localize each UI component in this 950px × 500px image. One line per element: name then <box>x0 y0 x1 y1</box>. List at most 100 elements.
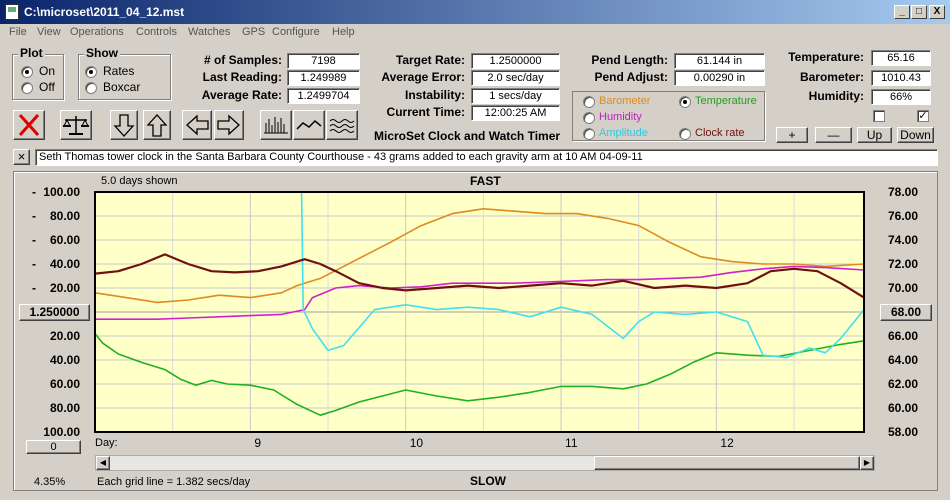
wave-graph-button[interactable] <box>326 110 358 140</box>
grid-info-label: Each grid line = 1.382 secs/day <box>97 476 251 488</box>
menu-configure[interactable]: Configure <box>272 26 320 38</box>
arrow-right-button[interactable] <box>214 110 244 140</box>
current-time-value: 12:00:25 AM <box>471 105 560 121</box>
humidity-radio[interactable] <box>583 112 595 124</box>
clear-button[interactable] <box>13 110 45 140</box>
x-tick-label: 11 <box>565 436 578 450</box>
menu-watches[interactable]: Watches <box>188 26 231 38</box>
right-tick-label: 58.00 <box>888 425 919 439</box>
samples-value: 7198 <box>287 53 360 69</box>
right-tick-label: 78.00 <box>888 185 919 199</box>
plot-group-title: Plot <box>18 46 45 60</box>
arrow-up-button[interactable] <box>143 110 171 140</box>
arrow-left-button[interactable] <box>182 110 212 140</box>
left-tick-label: 80.00 <box>49 401 80 415</box>
right-tick-label: 70.00 <box>888 281 919 295</box>
arrow-down-button[interactable] <box>110 110 138 140</box>
app-name: MicroSet Clock and Watch Timer <box>374 129 561 143</box>
right-tick-label: 62.00 <box>888 377 919 391</box>
center-rate-button[interactable]: 1.250000 <box>19 304 90 321</box>
title-bar[interactable]: C:\microset\2011_04_12.mst _ □ X <box>0 0 950 24</box>
minus-button[interactable]: — <box>815 127 852 143</box>
scroll-thumb[interactable] <box>594 456 860 470</box>
barometer-radio[interactable] <box>583 96 595 108</box>
humidity-series-label: Humidity <box>599 111 642 123</box>
series-line-amplitude <box>95 191 865 359</box>
menu-file[interactable]: File <box>9 26 27 38</box>
clock-rate-radio[interactable] <box>679 128 691 140</box>
balance-button[interactable] <box>60 110 92 140</box>
show-rates-radio[interactable] <box>85 66 97 78</box>
scroll-left-button[interactable]: ◀ <box>96 456 110 470</box>
average-error-label: Average Error: <box>381 70 465 84</box>
series-line-humidity <box>95 265 865 321</box>
option-checkbox-1[interactable] <box>873 110 885 122</box>
temperature-radio[interactable] <box>679 96 691 108</box>
right-tick-label: 76.00 <box>888 209 919 223</box>
left-tick-dash: - <box>32 257 36 271</box>
clear-notes-button[interactable]: × <box>13 149 30 165</box>
line-graph-icon <box>296 119 322 130</box>
right-tick-label: 72.00 <box>888 257 919 271</box>
left-tick-dash: - <box>32 185 36 199</box>
menu-view[interactable]: View <box>37 26 61 38</box>
notes-field[interactable]: Seth Thomas tower clock in the Santa Bar… <box>35 149 938 166</box>
center-temp-button[interactable]: 68.00 <box>880 304 932 321</box>
instability-label: Instability: <box>404 88 465 102</box>
close-button[interactable]: X <box>929 5 945 19</box>
instability-value: 1 secs/day <box>471 88 560 104</box>
slow-label: SLOW <box>470 474 506 488</box>
left-tick-label: 60.00 <box>49 377 80 391</box>
bar-graph-button[interactable] <box>260 110 292 140</box>
plus-button[interactable]: + <box>776 127 808 143</box>
pend-length-value: 61.144 in <box>674 53 765 69</box>
app-icon[interactable] <box>5 4 19 20</box>
show-boxcar-label: Boxcar <box>103 80 141 94</box>
minimize-button[interactable]: _ <box>894 5 910 19</box>
arrow-left-icon <box>186 114 209 136</box>
amplitude-series-label: Amplitude <box>599 127 648 139</box>
scroll-right-button[interactable]: ▶ <box>860 456 874 470</box>
up-button[interactable]: Up <box>857 127 892 143</box>
clear-icon <box>18 113 40 137</box>
line-graph-button[interactable] <box>293 110 325 140</box>
plot-on-radio[interactable] <box>21 66 33 78</box>
menu-controls[interactable]: Controls <box>136 26 177 38</box>
average-error-value: 2.0 sec/day <box>471 70 560 86</box>
pend-length-label: Pend Length: <box>591 53 668 67</box>
show-group-title: Show <box>84 46 120 60</box>
plot-off-radio[interactable] <box>21 82 33 94</box>
left-tick-label: 40.00 <box>49 257 80 271</box>
left-tick-label: 100.00 <box>43 425 80 439</box>
zero-button[interactable]: 0 <box>26 440 81 454</box>
menu-help[interactable]: Help <box>332 26 355 38</box>
current-time-label: Current Time: <box>386 105 465 119</box>
left-tick-label: 80.00 <box>49 209 80 223</box>
target-rate-label: Target Rate: <box>395 53 465 67</box>
right-tick-label: 74.00 <box>888 233 919 247</box>
temperature-label: Temperature: <box>788 50 864 64</box>
arrow-up-icon <box>146 114 168 137</box>
horizontal-scrollbar[interactable]: ◀ ▶ <box>95 455 875 471</box>
down-button[interactable]: Down <box>897 127 934 143</box>
day-axis-label: Day: <box>95 437 118 449</box>
temperature-value: 65.16 <box>871 50 931 66</box>
menu-gps[interactable]: GPS <box>242 26 266 38</box>
days-shown-label: 5.0 days shown <box>101 175 178 187</box>
left-tick-dash: - <box>32 233 36 247</box>
x-tick-label: 9 <box>254 436 261 450</box>
clock-rate-series-label: Clock rate <box>695 127 745 139</box>
barometer-label: Barometer <box>599 95 651 107</box>
show-boxcar-radio[interactable] <box>85 82 97 94</box>
barometer-value: 1010.43 <box>871 70 931 86</box>
menu-operations[interactable]: Operations <box>70 26 124 38</box>
arrow-right-icon <box>217 114 240 136</box>
right-tick-label: 66.00 <box>888 329 919 343</box>
plot-off-label: Off <box>39 80 55 94</box>
plot-border <box>94 191 865 433</box>
maximize-button[interactable]: □ <box>911 5 927 19</box>
barometer-stat-label: Barometer: <box>799 70 864 84</box>
amplitude-radio[interactable] <box>583 128 595 140</box>
percent-label: 4.35% <box>34 476 66 488</box>
option-checkbox-2[interactable]: ✓ <box>917 110 929 122</box>
